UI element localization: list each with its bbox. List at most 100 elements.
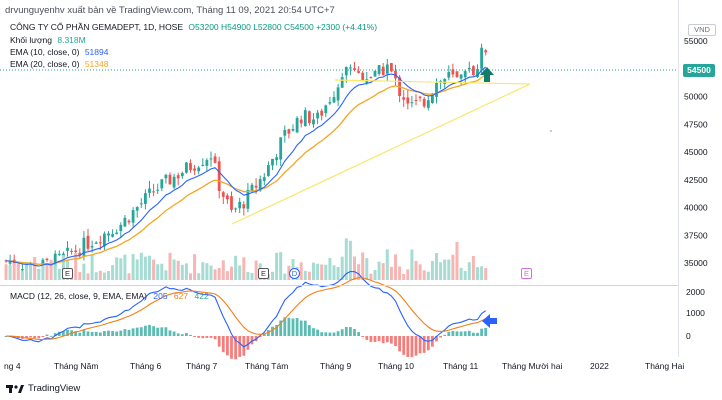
volume-bar — [467, 262, 471, 280]
volume-bar — [160, 263, 164, 280]
macd-histogram-bar — [402, 336, 406, 355]
volume-bar — [365, 258, 369, 280]
volume-legend[interactable]: Khối lượng 8.318M — [10, 35, 86, 45]
candle-body — [295, 117, 299, 133]
candle-body — [328, 102, 332, 104]
volume-bar — [299, 262, 303, 280]
macd-histogram-bar — [484, 327, 488, 336]
currency-badge[interactable]: VND — [688, 24, 716, 36]
macd-histogram-bar — [406, 336, 410, 358]
macd-histogram-bar — [472, 332, 475, 336]
volume-bar — [447, 259, 451, 280]
volume-bar — [127, 273, 131, 280]
candle-body — [180, 173, 184, 177]
volume-bar — [12, 263, 16, 280]
volume-bar — [463, 271, 467, 280]
volume-bar — [234, 255, 238, 280]
macd-legend[interactable]: MACD (12, 26, close, 9, EMA, EMA) 205 62… — [10, 291, 209, 301]
macd-histogram-bar — [90, 331, 94, 336]
candle-body — [435, 83, 438, 97]
candle-body — [242, 204, 246, 209]
high-value: H54900 — [221, 22, 251, 32]
volume-bar — [98, 270, 102, 280]
earnings-marker[interactable]: E — [258, 268, 269, 279]
footer-brand[interactable]: TradingView — [6, 383, 80, 394]
macd-histogram-bar — [426, 336, 430, 351]
macd-histogram-bar — [238, 336, 242, 357]
ema10-legend[interactable]: EMA (10, close, 0) 51894 — [10, 47, 108, 57]
macd-histogram-bar — [328, 332, 332, 336]
volume-bar — [414, 260, 418, 280]
candle-body — [53, 253, 57, 270]
macd-histogram-bar — [160, 327, 164, 336]
volume-bar — [168, 252, 172, 280]
volume-bar — [74, 252, 78, 280]
macd-histogram-bar — [53, 333, 57, 336]
volume-bar — [217, 267, 221, 280]
macd-histogram-bar — [332, 332, 336, 336]
candle-body — [86, 235, 90, 249]
candle-body — [66, 247, 69, 251]
volume-bar — [33, 256, 37, 280]
time-tick-label: Tháng Hai — [645, 361, 684, 371]
candle-body — [148, 188, 151, 193]
volume-bar — [8, 264, 12, 280]
macd-histogram-bar — [316, 329, 319, 336]
macd-histogram-bar — [197, 336, 201, 338]
candle-body — [361, 72, 365, 82]
volume-bar — [86, 273, 90, 280]
candle-body — [189, 163, 192, 171]
candle-body — [472, 66, 475, 76]
earnings-marker-future[interactable]: E — [521, 268, 532, 279]
macd-histogram-bar — [443, 334, 447, 336]
candle-body — [336, 87, 340, 101]
candle-body — [131, 210, 135, 223]
macd-histogram-bar — [193, 336, 196, 337]
volume-bar — [193, 254, 197, 280]
macd-histogram-bar — [275, 324, 278, 336]
ema20-legend[interactable]: EMA (20, close, 0) 51348 — [10, 59, 108, 69]
volume-bar — [102, 272, 106, 280]
volume-bar — [61, 255, 65, 280]
macd-histogram-bar — [176, 333, 180, 336]
earnings-marker[interactable]: E — [62, 268, 73, 279]
volume-bar — [172, 259, 176, 280]
macd-histogram-bar — [131, 328, 135, 336]
candle-body — [267, 165, 270, 177]
volume-bar — [324, 264, 328, 280]
volume-bar — [221, 260, 225, 280]
macd-histogram-bar — [324, 332, 328, 336]
macd-histogram-bar — [164, 327, 168, 336]
candle-body — [78, 252, 82, 256]
volume-bar — [426, 271, 430, 280]
time-tick-label: 2022 — [590, 361, 609, 371]
dividend-marker[interactable]: D — [289, 268, 300, 279]
candle-body — [357, 71, 360, 73]
candle-body — [431, 94, 434, 104]
symbol-legend[interactable]: CÔNG TY CỔ PHẦN GEMADEPT, 1D, HOSE O5320… — [10, 22, 377, 32]
ema20-line — [5, 74, 487, 265]
candle-body — [172, 176, 176, 188]
macd-histogram-bar — [148, 324, 151, 336]
candle-body — [250, 184, 254, 191]
pane-separator[interactable] — [0, 285, 678, 286]
macd-histogram-bar — [29, 336, 32, 338]
candle-body — [459, 74, 463, 79]
candle-body — [353, 68, 356, 71]
candle-body — [156, 189, 160, 191]
volume-bar — [422, 270, 426, 280]
time-tick-label: Tháng Năm — [54, 361, 98, 371]
volume-bar — [176, 260, 180, 280]
macd-histogram-bar — [262, 334, 266, 336]
volume-bar — [410, 249, 414, 280]
macd-histogram-bar — [299, 320, 303, 336]
volume-bar — [205, 263, 209, 280]
volume-bar — [357, 264, 361, 280]
volume-bar — [307, 271, 311, 280]
candle-body — [381, 66, 385, 76]
volume-bar — [254, 260, 258, 280]
candle-body — [217, 161, 221, 191]
macd-histogram-bar — [267, 330, 270, 336]
volume-bar — [37, 268, 41, 280]
